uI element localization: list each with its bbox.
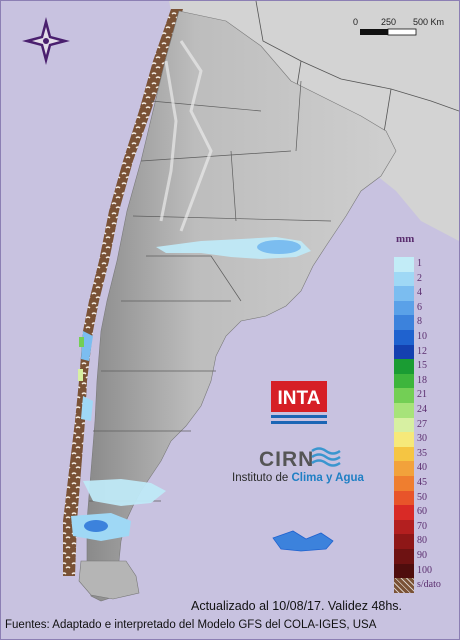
legend-label: 21 [417, 389, 427, 401]
cirn-logo-text: CIRN [259, 448, 315, 471]
legend-item: 4 [394, 286, 458, 301]
legend-label: 27 [417, 418, 427, 430]
legend-swatch [394, 519, 414, 535]
legend-item: 24 [394, 403, 458, 418]
legend-item: 100 [394, 563, 458, 579]
precip-green-patch [79, 337, 84, 347]
legend-item: 80 [394, 534, 458, 549]
argentina-land [86, 10, 397, 602]
legend-label: s/dato [417, 579, 441, 591]
institute-prefix: Instituto de [232, 472, 292, 484]
legend-label: 35 [417, 447, 427, 459]
legend-label: 10 [417, 331, 427, 342]
institute-name: Instituto de Clima y Agua [232, 472, 364, 484]
legend-label: 1 [417, 258, 422, 269]
legend-item: 50 [394, 490, 458, 506]
legend-item: 35 [394, 446, 458, 462]
legend-label: 12 [417, 345, 427, 357]
inta-logo: INTA [271, 381, 327, 424]
legend-swatch [394, 286, 414, 301]
legend-item: 12 [394, 344, 458, 360]
legend-item: 27 [394, 417, 458, 433]
legend-swatch [394, 344, 414, 360]
legend-swatch [394, 549, 414, 564]
legend-label: 100 [417, 564, 432, 576]
precip-coast-2 [81, 396, 93, 421]
legend-label: 90 [417, 550, 427, 561]
legend-swatch [394, 563, 414, 579]
updated-caption: Actualizado al 10/08/17. Validez 48hs. [191, 599, 403, 613]
legend-item: 30 [394, 432, 458, 447]
legend-item: 6 [394, 300, 458, 316]
legend-item: 15 [394, 359, 458, 374]
legend-swatch [394, 315, 414, 330]
legend-item: 70 [394, 519, 458, 535]
legend-unit: mm [396, 233, 415, 245]
legend-label: 24 [417, 404, 427, 415]
legend-label: 50 [417, 491, 427, 503]
legend-swatch [394, 300, 414, 316]
scale-bar [360, 28, 417, 36]
legend-swatch [394, 373, 414, 389]
legend-swatch [394, 446, 414, 462]
legend-swatch [394, 330, 414, 345]
precip-yellow-patch [78, 369, 83, 381]
legend-label: 70 [417, 520, 427, 532]
scale-label-250: 250 [381, 17, 397, 27]
legend-item: 10 [394, 330, 458, 345]
malvinas-islands [272, 530, 334, 552]
andes-relief [159, 40, 213, 232]
legend-label: 60 [417, 506, 427, 518]
legend-swatch [394, 432, 414, 447]
precip-core-tdf [84, 520, 108, 532]
precip-band-south [83, 479, 166, 506]
legend-label: 4 [417, 287, 422, 299]
legend-item: 90 [394, 549, 458, 564]
legend-item: 8 [394, 315, 458, 330]
legend-item: 60 [394, 505, 458, 520]
legend-swatch [394, 534, 414, 549]
legend-label: 18 [417, 374, 427, 386]
legend-item: s/dato [394, 578, 458, 593]
sources-caption: Fuentes: Adaptado e interpretado del Mod… [5, 619, 377, 631]
legend-item: 40 [394, 461, 458, 476]
legend-item: 45 [394, 476, 458, 491]
tierra-del-fuego [78, 560, 140, 600]
legend-label: 15 [417, 360, 427, 372]
legend-swatch [394, 490, 414, 506]
legend-swatch [394, 388, 414, 403]
legend-swatch [394, 505, 414, 520]
legend-item: 18 [394, 373, 458, 389]
legend-swatch [394, 578, 414, 593]
legend-swatch [394, 271, 414, 287]
legend-item: 1 [394, 257, 458, 272]
scale-label-0: 0 [353, 17, 359, 27]
legend-swatch [394, 476, 414, 491]
legend-swatch [394, 461, 414, 476]
water-waves-icon [311, 447, 341, 467]
legend-label: 8 [417, 316, 422, 328]
institute-highlight: Clima y Agua [291, 472, 364, 484]
legend-label: 40 [417, 462, 427, 474]
legend-label: 30 [417, 433, 427, 445]
legend-item: 2 [394, 271, 458, 287]
inta-logo-text: INTA [278, 388, 321, 409]
legend-swatch [394, 359, 414, 374]
legend-label: 80 [417, 535, 427, 547]
precip-core-central [257, 240, 301, 254]
legend-label: 2 [417, 272, 422, 284]
legend-item: 21 [394, 388, 458, 403]
legend-swatch [394, 403, 414, 418]
legend-label: 45 [417, 477, 427, 488]
legend-swatch [394, 417, 414, 433]
legend-label: 6 [417, 301, 422, 313]
legend-swatch [394, 257, 414, 272]
compass-rose-icon [22, 17, 70, 65]
scale-label-500: 500 Km [413, 17, 445, 27]
